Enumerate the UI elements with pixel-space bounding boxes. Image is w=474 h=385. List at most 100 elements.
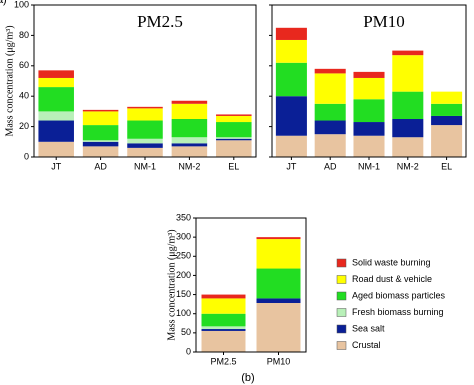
bar-segment [201, 298, 246, 314]
bar-segment [216, 115, 252, 123]
bar-segment [38, 77, 74, 88]
bar-segment [38, 87, 74, 112]
y-tick-label: 20 [19, 121, 29, 131]
y-tick-label: 250 [176, 251, 191, 261]
bar-segment [353, 99, 385, 123]
legend-swatch [336, 341, 347, 350]
bar-segment [82, 125, 119, 141]
y-axis-label: Mass concentration (μg/m³) [4, 25, 15, 136]
bar-segment [256, 239, 301, 269]
x-tick-label: AD [94, 161, 107, 171]
bar-segment [256, 302, 301, 352]
bar-segment [171, 103, 208, 119]
bar-segment [392, 55, 424, 92]
y-tick-label: 40 [19, 91, 29, 101]
bar-segment [314, 120, 346, 135]
bar-segment [201, 330, 246, 352]
plot-frame [271, 4, 467, 158]
bar-segment [275, 62, 307, 97]
y-tick-label: 80 [19, 30, 29, 40]
bar-segment [82, 146, 119, 157]
panel-title: PM2.5 [137, 12, 183, 31]
bar-segment [353, 71, 385, 78]
y-axis-label: Mass concentration (μg/m³) [166, 229, 177, 340]
bar-segment [171, 100, 208, 104]
bar-segment [353, 77, 385, 100]
legend-swatch [336, 275, 347, 284]
legend-label: Aged biomass particles [352, 290, 446, 300]
x-tick-label: NM-1 [358, 161, 380, 171]
bar-segment [216, 140, 252, 157]
bar-segment [275, 39, 307, 63]
x-tick-label: JT [51, 161, 62, 171]
y-tick-label: 100 [176, 308, 191, 318]
x-tick-label: NM-2 [397, 161, 419, 171]
panel-caption: (b) [241, 372, 254, 384]
plot-frame [33, 4, 257, 158]
bar-segment [314, 68, 346, 74]
bar-segment [431, 125, 463, 157]
legend-swatch [336, 258, 347, 268]
bar-segment [127, 147, 163, 157]
y-tick-label: 0 [186, 346, 191, 356]
y-tick-label: 0 [24, 151, 29, 161]
y-tick-label: 350 [176, 212, 191, 222]
bar-segment [201, 329, 246, 331]
bar-segment [127, 138, 163, 144]
bar-segment [392, 91, 424, 119]
bar-segment [216, 114, 252, 116]
bar-segment [353, 122, 385, 136]
y-tick-label: 150 [176, 289, 191, 299]
x-tick-label: JT [286, 161, 297, 171]
legend-label: Road dust & vehicle [352, 274, 432, 284]
legend-label: Sea salt [352, 323, 385, 333]
legend-swatch [336, 291, 347, 301]
bar-segment [201, 326, 246, 330]
legend-label: Fresh biomass burning [352, 307, 444, 317]
bar-segment [171, 146, 208, 157]
legend-swatch [336, 324, 347, 334]
bar-segment [256, 298, 301, 303]
bar-segment [314, 103, 346, 121]
bar-segment [171, 143, 208, 147]
plot-frame [195, 217, 307, 353]
x-tick-label: AD [324, 161, 337, 171]
panel-caption: (a) [0, 0, 7, 6]
bar-segment [256, 237, 301, 240]
x-tick-label: PM2.5 [210, 356, 236, 366]
bar-segment [256, 268, 301, 299]
y-tick-label: 50 [181, 327, 191, 337]
bar-segment [392, 119, 424, 138]
bar-segment [275, 27, 307, 40]
bar-segment [275, 96, 307, 136]
x-tick-label: NM-2 [178, 161, 200, 171]
bar-segment [38, 141, 74, 157]
x-tick-label: PM10 [267, 356, 291, 366]
bar-segment [431, 115, 463, 126]
legend-label: Crustal [352, 340, 381, 350]
bar-segment [38, 70, 74, 78]
bar-segment [127, 108, 163, 121]
y-tick-label: 200 [176, 270, 191, 280]
bar-segment [392, 50, 424, 56]
bar-segment [38, 120, 74, 142]
x-tick-label: NM-1 [134, 161, 156, 171]
bar-segment [82, 141, 119, 147]
bar-segment [201, 313, 246, 327]
bar-segment [353, 135, 385, 157]
bar-segment [82, 111, 119, 126]
bar-segment [431, 91, 463, 104]
x-tick-label: EL [228, 161, 239, 171]
bar-segment [314, 134, 346, 157]
bar-segment [38, 111, 74, 121]
x-tick-label: EL [441, 161, 452, 171]
bar-segment [216, 137, 252, 139]
bar-segment [82, 109, 119, 112]
bar-segment [82, 140, 119, 142]
y-tick-label: 60 [19, 60, 29, 70]
legend-swatch [336, 308, 347, 317]
bar-segment [216, 138, 252, 141]
bar-segment [127, 120, 163, 139]
bar-segment [275, 135, 307, 157]
